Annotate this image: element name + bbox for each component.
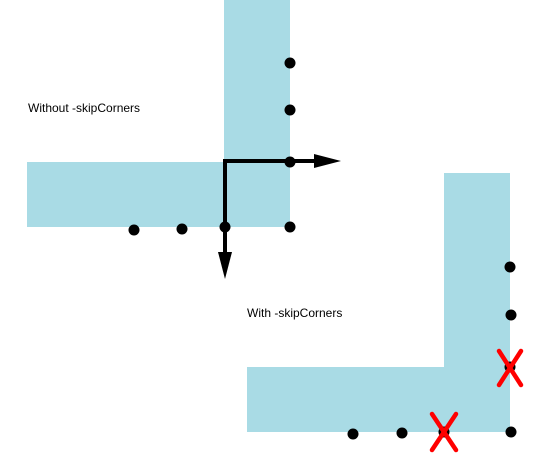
label-without-skip-corners: Without -skipCorners	[28, 101, 140, 115]
point-marker-icon	[285, 157, 296, 168]
point-marker-icon	[506, 310, 517, 321]
arrow-right-head-icon	[314, 154, 341, 168]
arrow-down-head-icon	[218, 252, 232, 279]
point-marker-icon	[129, 225, 140, 236]
label-with-skip-corners: With -skipCorners	[247, 306, 342, 320]
point-marker-icon	[506, 427, 517, 438]
point-marker-icon	[348, 429, 359, 440]
point-marker-icon	[285, 105, 296, 116]
point-marker-icon	[285, 222, 296, 233]
vertical-bar-shape	[224, 0, 290, 227]
vertical-bar-shape	[444, 173, 510, 432]
point-marker-icon	[220, 222, 231, 233]
point-marker-icon	[177, 224, 188, 235]
point-marker-icon	[397, 428, 408, 439]
point-marker-icon	[505, 262, 516, 273]
figure-without-skip-corners	[27, 0, 341, 279]
point-marker-icon	[285, 58, 296, 69]
